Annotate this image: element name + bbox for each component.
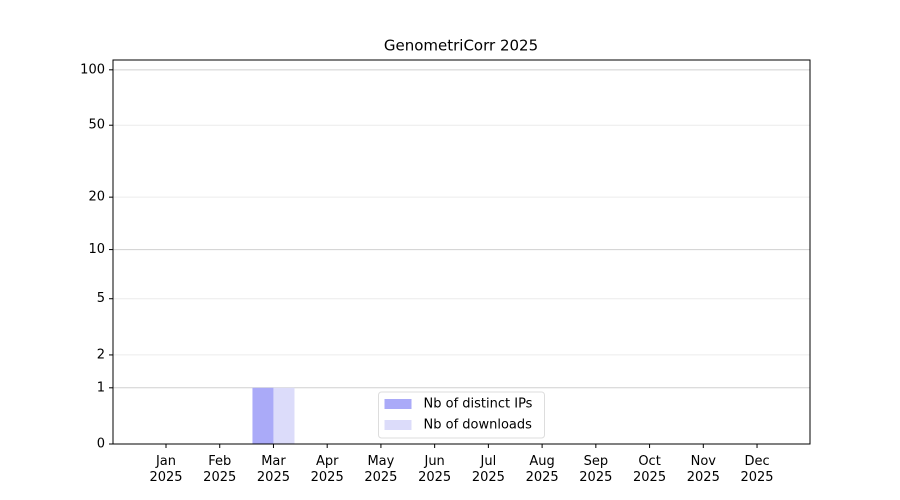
y-tick-label: 0 bbox=[97, 437, 105, 452]
x-tick-label: May 2025 bbox=[364, 454, 397, 485]
x-tick-label: Dec 2025 bbox=[740, 454, 773, 485]
y-tick-label: 2 bbox=[97, 347, 105, 362]
y-tick-label: 100 bbox=[80, 62, 105, 77]
x-tick-label: Jun 2025 bbox=[418, 454, 451, 485]
legend-swatch bbox=[384, 399, 412, 409]
y-tick-label: 1 bbox=[97, 380, 105, 395]
legend-box bbox=[378, 391, 545, 439]
y-tick-label: 50 bbox=[88, 118, 105, 133]
x-tick-label: Nov 2025 bbox=[687, 454, 720, 485]
legend-swatch bbox=[384, 420, 412, 430]
x-tick-label: Oct 2025 bbox=[633, 454, 666, 485]
plot-frame bbox=[112, 59, 811, 445]
x-tick-label: Sep 2025 bbox=[579, 454, 612, 485]
x-tick-label: Feb 2025 bbox=[203, 454, 236, 485]
legend-label: Nb of downloads bbox=[424, 418, 533, 433]
y-tick-label: 10 bbox=[88, 242, 105, 257]
x-tick-label: Aug 2025 bbox=[526, 454, 559, 485]
x-tick-label: Apr 2025 bbox=[311, 454, 344, 485]
x-tick-label: Jul 2025 bbox=[472, 454, 505, 485]
x-tick-label: Mar 2025 bbox=[257, 454, 290, 485]
bar bbox=[252, 387, 274, 444]
legend-label: Nb of distinct IPs bbox=[424, 397, 533, 412]
y-tick-label: 20 bbox=[88, 190, 105, 205]
chart-title: GenometriCorr 2025 bbox=[384, 37, 538, 55]
y-tick-label: 5 bbox=[97, 291, 105, 306]
bar bbox=[273, 387, 295, 444]
x-tick-label: Jan 2025 bbox=[149, 454, 182, 485]
